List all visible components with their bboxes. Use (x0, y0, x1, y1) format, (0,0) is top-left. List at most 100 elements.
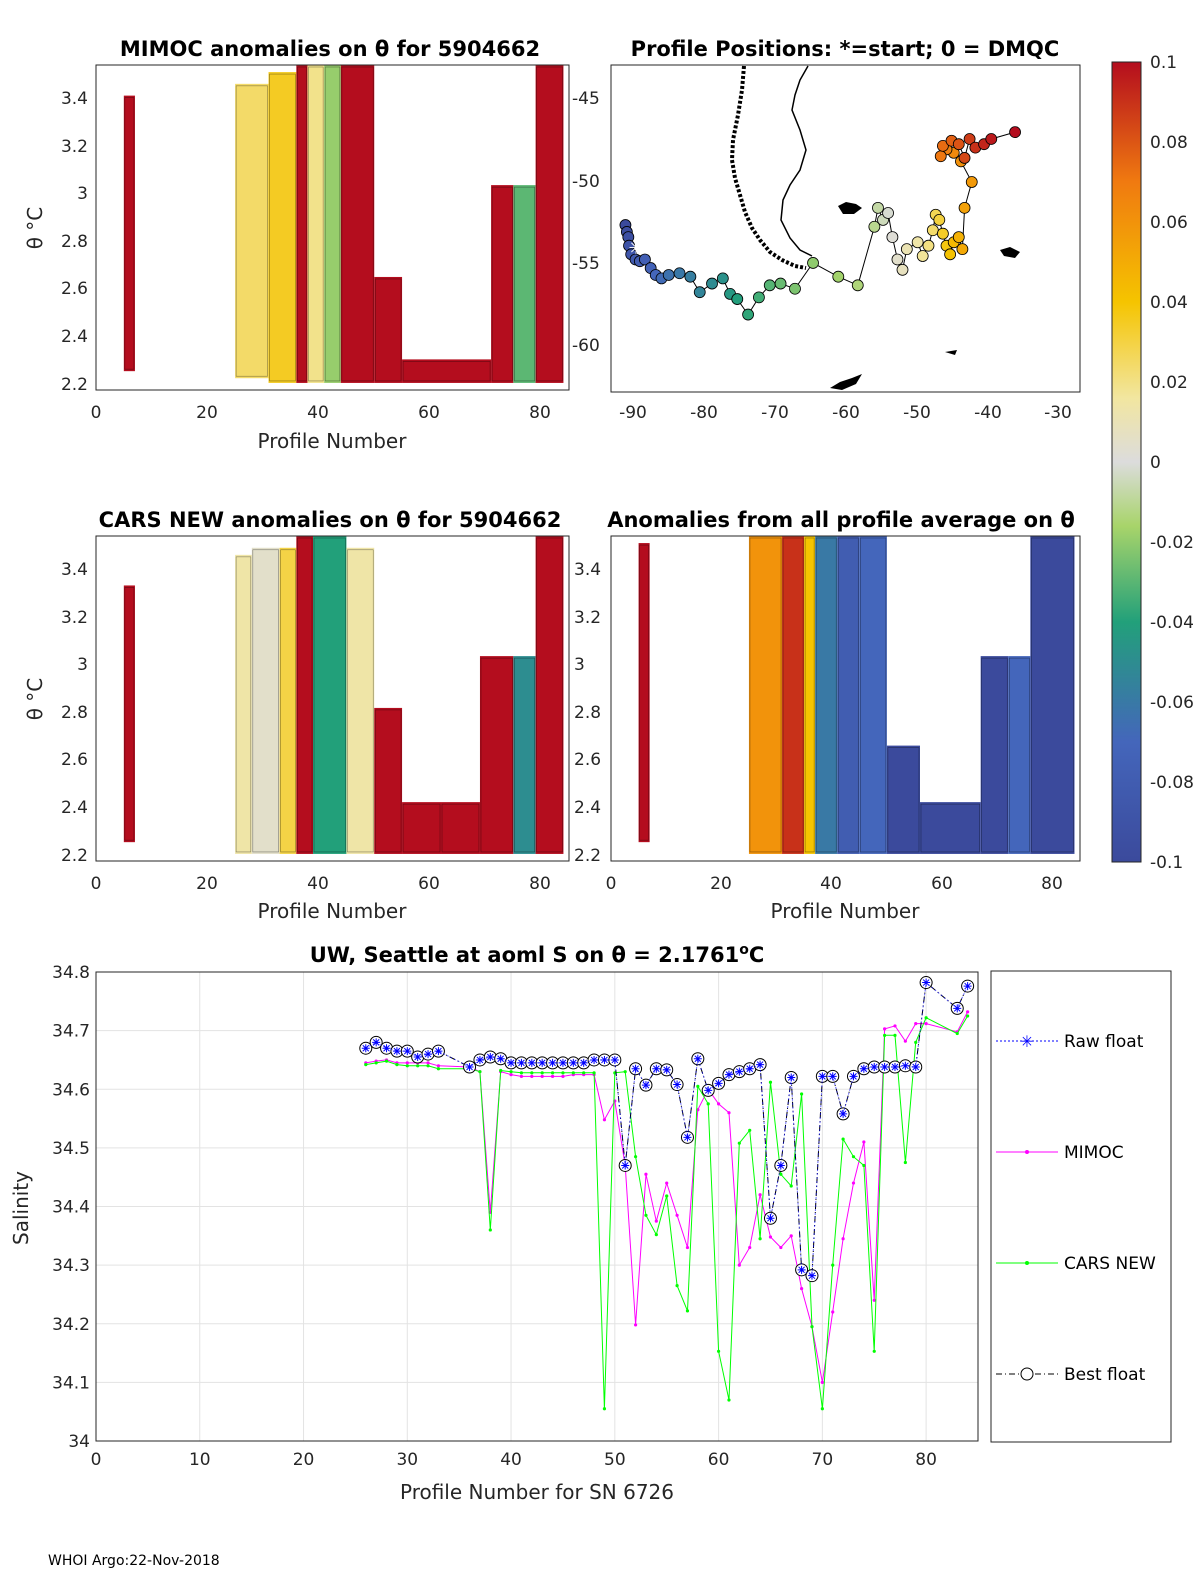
profile-position-marker (763, 279, 776, 292)
series-point (665, 1194, 669, 1198)
raw-float-point (361, 1044, 370, 1053)
series-point (519, 1074, 524, 1078)
y-tick-label: 3 (77, 184, 88, 204)
contour-line (402, 803, 441, 853)
series-point (561, 1071, 565, 1075)
series-point (924, 1021, 928, 1026)
series-point (831, 1310, 835, 1314)
mimoc-y-axis-label: θ °C (23, 207, 47, 250)
colorbar-scale (1111, 61, 1142, 863)
lon-tick-label: -70 (761, 403, 789, 423)
title-main: UW, Seattle at aoml S on θ = 2.1761 (310, 943, 739, 967)
profile-position-marker (789, 282, 801, 295)
lat-tick-label: -60 (572, 336, 600, 356)
map-y-ticks: -45 -50 -55 -60 (572, 89, 600, 356)
profile-position-marker (774, 277, 787, 290)
heatmap-cell (638, 543, 650, 843)
cars-heatmap-cells (123, 536, 564, 854)
mimoc-y-ticks: 3.4 3.2 3 2.8 2.6 2.4 2.2 (61, 89, 88, 395)
series-point (602, 1118, 607, 1122)
profile-position-marker (916, 250, 929, 262)
raw-float-point (693, 1054, 702, 1063)
mimoc-axes-box (95, 64, 570, 391)
colorbar: 0.1 0.08 0.06 0.04 0.02 0 -0.02 -0.04 -0… (1111, 53, 1194, 873)
profile-position-marker (807, 257, 819, 269)
average-axes-box (610, 535, 1081, 862)
y-tick-label: 2.4 (61, 798, 88, 818)
y-tick-label: 34.5 (52, 1139, 90, 1159)
series-point (561, 1074, 565, 1078)
series-point (665, 1181, 669, 1185)
raw-float-point (517, 1058, 526, 1067)
raw-float-point (776, 1161, 785, 1170)
series-point (633, 1155, 638, 1159)
series-point (841, 1137, 845, 1141)
series-point (872, 1349, 876, 1353)
y-tick-label: 2.2 (574, 846, 601, 866)
profile-position-marker (944, 248, 957, 261)
series-point (914, 1040, 918, 1044)
profile-position-marker (891, 253, 904, 266)
legend-entry-best-float: Best float (996, 1365, 1146, 1385)
contour-line (235, 85, 268, 377)
series-point (768, 1235, 773, 1239)
salinity-axes-box (95, 971, 979, 1442)
contour-line (374, 709, 402, 853)
profile-position-marker (958, 152, 971, 164)
series-point (862, 1140, 866, 1144)
series-point (872, 1298, 876, 1302)
lon-tick-label: -40 (974, 403, 1002, 423)
profile-position-marker (731, 293, 744, 305)
raw-float-point (953, 1004, 962, 1013)
x-tick-label: 0 (91, 403, 102, 423)
legend-entry-mimoc: MIMOC (996, 1143, 1124, 1163)
y-tick-label: 34.2 (52, 1315, 90, 1335)
legend-box (990, 970, 1172, 1443)
raw-float-point (859, 1064, 868, 1073)
y-tick-label: 3.2 (574, 608, 601, 628)
contour-line (297, 537, 313, 853)
x-tick-label: 20 (196, 874, 218, 894)
series-point (488, 1228, 492, 1232)
profile-position-marker (911, 236, 924, 249)
x-tick-label: 20 (293, 1450, 315, 1470)
salinity-x-ticks: 0 10 20 30 40 50 60 70 80 (91, 1450, 937, 1470)
lon-tick-label: -50 (903, 403, 931, 423)
contour-line (1031, 537, 1074, 853)
average-heatmap-cells (638, 536, 1075, 854)
title-degree: o (739, 942, 749, 958)
raw-float-point (641, 1081, 650, 1090)
contour-line (480, 657, 513, 853)
salinity-legend: ✳ Raw float MIMOC CARS NEW Best float (990, 970, 1172, 1443)
series-point (737, 1141, 741, 1145)
raw-float-point (652, 1064, 661, 1073)
heatmap-cell (748, 536, 783, 854)
colorbar-tick-label: 0.06 (1150, 213, 1188, 233)
legend-label: CARS NEW (1064, 1254, 1156, 1274)
contour-line (536, 66, 563, 382)
series-point (914, 1021, 918, 1026)
island (945, 350, 957, 355)
series-point (654, 1233, 658, 1237)
raw-float-point (590, 1055, 599, 1064)
y-tick-label: 2.4 (574, 798, 601, 818)
contour-line (324, 66, 341, 382)
series-point (405, 1061, 409, 1065)
profile-position-marker (952, 231, 965, 244)
y-tick-label: 3.4 (574, 560, 601, 580)
x-tick-label: 80 (529, 874, 551, 894)
heatmap-cell (837, 536, 860, 854)
raw-float-point (849, 1072, 858, 1081)
salinity-line-chart: UW, Seattle at aoml S on θ = 2.1761oC 0 1… (9, 942, 1172, 1504)
profile-position-marker (934, 150, 947, 163)
heatmap-cell (980, 656, 1009, 854)
cars-anomaly-panel: CARS NEW anomalies on θ for 5904662 0 20… (23, 508, 570, 923)
series-point (841, 1237, 845, 1241)
float-position-markers (619, 126, 1021, 321)
series-point (716, 1349, 721, 1353)
x-tick-label: 0 (91, 874, 102, 894)
x-tick-label: 40 (307, 874, 329, 894)
colorbar-tick-label: -0.1 (1150, 853, 1183, 873)
series-point (893, 1024, 897, 1028)
raw-float-point (496, 1054, 505, 1063)
